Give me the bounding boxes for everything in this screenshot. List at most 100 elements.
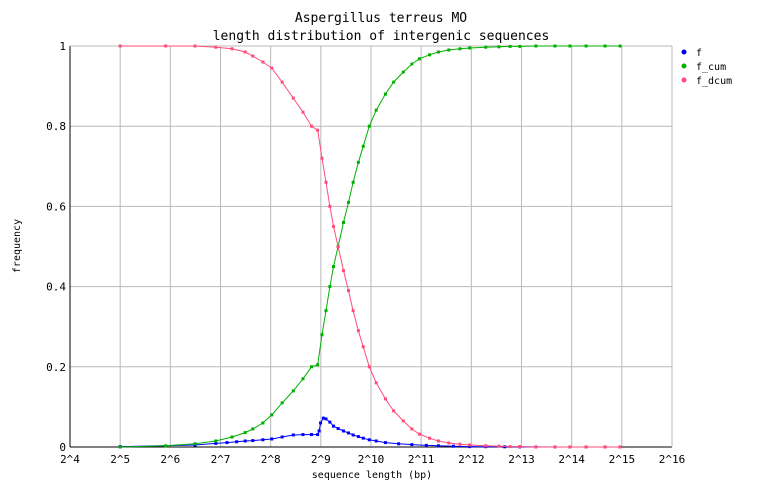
data-point bbox=[291, 389, 295, 393]
data-point bbox=[451, 444, 455, 448]
data-point bbox=[261, 421, 265, 425]
data-point bbox=[328, 204, 332, 208]
data-point bbox=[261, 438, 265, 442]
data-point bbox=[497, 45, 501, 49]
data-point bbox=[618, 445, 622, 449]
data-point bbox=[458, 47, 462, 51]
legend-marker bbox=[681, 63, 687, 69]
data-point bbox=[341, 429, 345, 433]
data-point bbox=[568, 44, 572, 48]
data-point bbox=[508, 44, 512, 48]
data-point bbox=[447, 48, 451, 52]
x-tick-label: 2^14 bbox=[558, 453, 585, 466]
data-point bbox=[291, 96, 295, 100]
x-tick-label: 2^7 bbox=[211, 453, 231, 466]
data-point bbox=[458, 442, 462, 446]
data-point bbox=[251, 427, 255, 431]
data-point bbox=[328, 285, 332, 289]
data-point bbox=[508, 445, 512, 449]
data-point bbox=[214, 441, 218, 445]
data-point bbox=[603, 44, 607, 48]
data-point bbox=[447, 441, 451, 445]
data-point bbox=[553, 445, 557, 449]
data-point bbox=[332, 424, 336, 428]
data-point bbox=[319, 421, 323, 425]
data-point bbox=[270, 437, 274, 441]
data-point bbox=[346, 289, 350, 293]
data-point bbox=[324, 180, 328, 184]
data-point bbox=[351, 180, 355, 184]
data-point bbox=[328, 420, 332, 424]
data-point bbox=[309, 433, 313, 437]
data-point bbox=[497, 444, 501, 448]
series-f-cum bbox=[118, 44, 622, 449]
data-point bbox=[320, 333, 324, 337]
data-point bbox=[235, 440, 239, 444]
data-point bbox=[193, 44, 197, 48]
data-point bbox=[410, 443, 414, 447]
data-point bbox=[332, 224, 336, 228]
data-point bbox=[568, 445, 572, 449]
x-axis: 2^4 2^5 2^6 2^7 2^8 2^9 2^10 2^11 2^12 2^13 2^14 2^… bbox=[60, 453, 685, 466]
data-point bbox=[374, 108, 378, 112]
data-point bbox=[484, 444, 488, 448]
data-point bbox=[428, 53, 432, 57]
data-point bbox=[336, 245, 340, 248]
data-point bbox=[309, 124, 313, 128]
data-point bbox=[374, 439, 378, 443]
legend-label: f_cum bbox=[696, 62, 726, 73]
data-point bbox=[309, 365, 313, 369]
data-point bbox=[383, 92, 387, 96]
data-point bbox=[291, 433, 295, 437]
x-tick-label: 2^5 bbox=[110, 453, 130, 466]
data-point bbox=[321, 416, 325, 420]
data-point bbox=[410, 62, 414, 66]
x-tick-label: 2^13 bbox=[508, 453, 535, 466]
data-point bbox=[280, 435, 284, 439]
x-tick-label: 2^4 bbox=[60, 453, 80, 466]
data-point bbox=[553, 44, 557, 48]
data-point bbox=[436, 439, 440, 443]
data-point bbox=[270, 66, 274, 70]
data-point bbox=[392, 80, 396, 84]
data-point bbox=[214, 45, 218, 49]
data-point bbox=[584, 44, 588, 48]
legend-label: f_dcum bbox=[696, 76, 732, 87]
x-tick-label: 2^6 bbox=[160, 453, 180, 466]
data-point bbox=[164, 444, 168, 448]
data-point bbox=[468, 445, 472, 449]
data-point bbox=[317, 429, 321, 433]
data-point bbox=[251, 439, 255, 443]
data-point bbox=[346, 200, 350, 204]
data-point bbox=[436, 50, 440, 54]
data-point bbox=[534, 445, 538, 449]
chart-title: Aspergillus terreus MO bbox=[295, 11, 467, 26]
data-point bbox=[301, 377, 305, 381]
series-f-dcum bbox=[118, 44, 622, 449]
x-tick-label: 2^16 bbox=[659, 453, 686, 466]
data-point bbox=[332, 265, 336, 269]
series-line bbox=[120, 45, 621, 448]
legend-marker bbox=[681, 77, 687, 83]
data-point bbox=[243, 439, 247, 443]
data-point bbox=[367, 365, 371, 369]
data-point bbox=[484, 45, 488, 49]
data-point bbox=[392, 409, 396, 413]
data-point bbox=[436, 444, 440, 448]
data-point bbox=[214, 439, 218, 443]
data-point bbox=[225, 441, 229, 445]
x-tick-label: 2^15 bbox=[609, 453, 636, 466]
x-tick-label: 2^9 bbox=[311, 453, 331, 466]
data-point bbox=[356, 435, 360, 439]
data-point bbox=[401, 419, 405, 423]
y-axis: 0 0.2 0.4 0.6 0.8 1 bbox=[46, 40, 66, 454]
data-point bbox=[280, 80, 284, 84]
data-point bbox=[280, 401, 284, 405]
y-tick-label: 0.8 bbox=[46, 120, 66, 133]
data-point bbox=[301, 110, 305, 114]
data-point bbox=[230, 47, 234, 51]
data-point bbox=[367, 438, 371, 442]
data-point bbox=[270, 413, 274, 417]
data-point bbox=[397, 442, 401, 446]
